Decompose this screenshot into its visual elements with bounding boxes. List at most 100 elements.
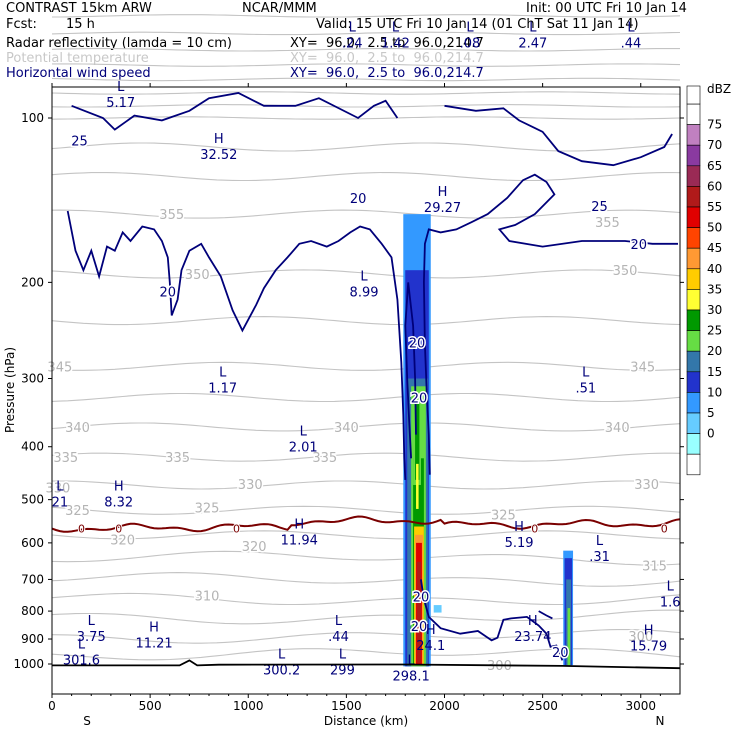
- extremum-value: 2.01: [289, 441, 318, 456]
- reflectivity-cell: [417, 561, 421, 663]
- colorbar-top-cell: [686, 85, 701, 105]
- colorbar-cell: [686, 165, 701, 187]
- field-xy-wind: XY= 96.0, 2.5 to 96.0,214.7: [290, 66, 484, 81]
- theta-label: 355: [595, 216, 620, 231]
- theta-contour-line: [51, 269, 681, 279]
- theta-label: 315: [642, 559, 667, 574]
- extremum-value: 23.74: [514, 630, 551, 645]
- colorbar-cell: [686, 144, 701, 167]
- theta-label: 350: [613, 264, 638, 279]
- extremum-marker: L: [339, 647, 347, 662]
- extremum-marker: L: [219, 366, 227, 381]
- colorbar-cell: [686, 206, 701, 228]
- theta-label: 335: [165, 451, 190, 466]
- y-tick-label: 600: [21, 536, 44, 550]
- theta-contour-line: [51, 31, 681, 36]
- extremum-marker: L: [582, 366, 590, 381]
- x-tick-label: 1000: [233, 699, 264, 713]
- colorbar-label: 15: [707, 365, 722, 379]
- theta-contour-line: [51, 116, 681, 120]
- extremum-value: 3.75: [77, 630, 106, 645]
- x-axis-label: Distance (km): [324, 714, 408, 728]
- y-tick-label: 200: [21, 275, 44, 289]
- x-tick-label: 1500: [331, 699, 362, 713]
- extremum-marker: L: [78, 638, 86, 653]
- extremum-marker: L: [627, 20, 635, 35]
- x-tick-label: 2500: [527, 699, 558, 713]
- theta-contour-line: [51, 609, 681, 625]
- forecast-label: Fcst:: [6, 17, 37, 32]
- wind-contour-line: [420, 579, 564, 661]
- wind-contour-line: [422, 173, 678, 475]
- extremum-value: .31: [589, 550, 610, 565]
- y-tick-label: 800: [21, 604, 44, 618]
- colorbar-cell: [686, 309, 701, 331]
- extremum-marker: L: [335, 614, 343, 629]
- x-tick-label: 2000: [429, 699, 460, 713]
- org-label: NCAR/MMM: [242, 1, 317, 16]
- y-tick-label: 900: [21, 632, 44, 646]
- colorbar-cell: [686, 227, 701, 249]
- extremum-marker: L: [88, 614, 96, 629]
- theta-label: 335: [312, 451, 337, 466]
- colorbar-label: 10: [707, 385, 722, 399]
- extremum-value: 5.17: [106, 96, 135, 111]
- wind-label: 25: [71, 135, 88, 150]
- extremum-value: 2.47: [518, 36, 547, 51]
- extremum-marker: L: [360, 269, 368, 284]
- colorbar-cell: [686, 330, 701, 352]
- extremum-marker: H: [294, 518, 304, 533]
- terrain: [52, 659, 681, 670]
- theta-contour-line: [51, 572, 681, 587]
- wind-label: 20: [409, 337, 426, 352]
- extremum-marker: L: [392, 20, 400, 35]
- colorbar-label: 40: [707, 262, 722, 276]
- theta-label: 355: [159, 208, 184, 223]
- theta-contour-line: [51, 648, 681, 661]
- extremum-marker: L: [596, 534, 604, 549]
- theta-contour-line: [51, 48, 680, 52]
- extremum-value: .44: [328, 630, 349, 645]
- north-label: N: [656, 714, 665, 728]
- theta-contour-line: [51, 171, 681, 182]
- colorbar-cell: [686, 186, 701, 208]
- extremum-value: 1.6: [660, 596, 681, 611]
- y-tick-label: 300: [21, 372, 44, 386]
- colorbar-label: 35: [707, 282, 722, 296]
- zero-isotherm-label: 0: [78, 523, 85, 536]
- y-tick-label: 400: [21, 440, 44, 454]
- theta-label: 320: [242, 540, 267, 555]
- wind-label: 20: [552, 646, 569, 661]
- colorbar-cell: [686, 247, 701, 270]
- colorbar-cell: [686, 371, 701, 393]
- field-name-reflectivity: Radar reflectivity (lamda = 10 cm): [6, 36, 232, 51]
- wind-label: 20: [631, 238, 648, 253]
- extremum-value: 1.42: [381, 36, 410, 51]
- colorbar-title: dBZ: [707, 82, 731, 96]
- colorbar-label: 20: [707, 344, 722, 358]
- extremum-marker: H: [438, 185, 448, 200]
- theta-contour-line: [51, 209, 681, 219]
- terrain-surface-line: [52, 659, 681, 670]
- wind-contours: 25 20 25 20 20 20 20 20 20 20: [66, 92, 678, 662]
- theta-contour-line: [51, 452, 681, 462]
- extremum-value: 11.21: [135, 637, 172, 652]
- extremum-marker: L: [300, 425, 308, 440]
- colorbar-cell: [686, 268, 701, 290]
- theta-contour-line: [51, 392, 681, 403]
- colorbar-cell: [686, 124, 701, 146]
- colorbar-label: 25: [707, 324, 722, 338]
- field-name-theta: Potential temperature: [6, 51, 149, 66]
- theta-label: 345: [47, 360, 72, 375]
- freezing-level: 0 0 0 0 0: [51, 515, 681, 537]
- colorbar-label: 50: [707, 221, 722, 235]
- extremum-value: 298.1: [393, 669, 430, 684]
- theta-contour-line: [51, 628, 681, 644]
- y-tick-label: 1000: [13, 657, 44, 671]
- y-tick-label: 500: [21, 493, 44, 507]
- colorbar-label: 45: [707, 241, 722, 255]
- theta-label: 310: [195, 589, 220, 604]
- colorbar-label: 75: [707, 118, 722, 132]
- y-tick-label: 700: [21, 572, 44, 586]
